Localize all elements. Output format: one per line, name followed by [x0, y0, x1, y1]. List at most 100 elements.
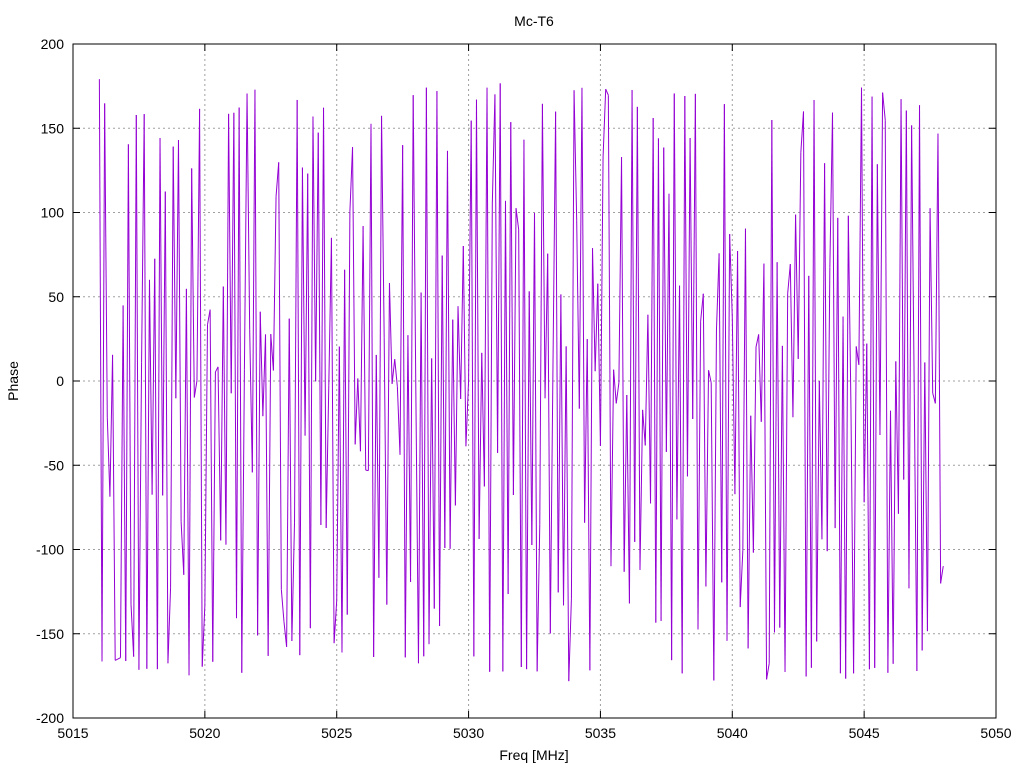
series-segment: [573, 90, 578, 221]
series-segment: [481, 352, 485, 487]
series-segment: [280, 589, 285, 622]
series-segment: [731, 317, 736, 495]
series-segment: [375, 354, 380, 578]
x-tick-label: 5030: [453, 725, 484, 741]
series-segment: [694, 93, 699, 630]
series-segment: [911, 125, 915, 394]
series-segment: [278, 162, 282, 590]
x-tick-label: 5025: [321, 725, 352, 741]
series-segment: [526, 291, 530, 670]
series-segment: [679, 285, 683, 674]
series-segment: [338, 346, 343, 653]
series-segment: [586, 339, 591, 671]
series-segment: [552, 111, 557, 367]
series-segment: [684, 96, 688, 477]
series-segment: [808, 275, 812, 668]
series-segment: [681, 96, 686, 674]
series-segment: [594, 283, 599, 372]
series-segment: [320, 107, 325, 526]
series-segment: [112, 354, 116, 661]
x-axis-label: Freq [MHz]: [499, 747, 568, 763]
series-segment: [636, 106, 641, 570]
series-segment: [742, 228, 746, 551]
series-segment: [336, 346, 340, 601]
series-segment: [233, 112, 237, 619]
y-tick-label: -100: [36, 542, 64, 558]
series-segment: [199, 108, 203, 667]
series-segment: [839, 316, 844, 674]
series-segment: [713, 330, 717, 681]
series-segment: [177, 139, 182, 522]
series-segment: [718, 253, 723, 583]
series-segment: [916, 105, 921, 671]
ticks-layer: 5015 5020 5025 5030 5035 5040 5045 5050 -200 -150…: [36, 36, 1012, 741]
series-segment: [771, 119, 775, 633]
series-segment: [383, 337, 388, 605]
series-segment: [330, 237, 335, 644]
series-segment: [652, 118, 657, 623]
series-segment: [294, 99, 298, 523]
series-segment: [568, 598, 572, 682]
series-segment: [895, 361, 899, 514]
series-segment: [296, 99, 301, 656]
series-segment: [642, 409, 646, 446]
series-segment: [167, 587, 172, 664]
x-tick-label: 5050: [980, 725, 1011, 741]
series-segment: [394, 359, 398, 387]
series-segment: [367, 123, 372, 471]
series-segment: [845, 215, 849, 679]
series-segment: [491, 94, 496, 204]
series-segment: [243, 93, 248, 370]
series-segment: [639, 409, 644, 570]
series-segment: [692, 93, 696, 420]
series-segment: [138, 362, 143, 670]
series-segment: [431, 358, 435, 609]
series-segment: [172, 146, 177, 399]
series-segment: [502, 200, 506, 672]
series-segment: [776, 262, 781, 628]
series-segment: [486, 87, 491, 672]
series-segment: [104, 103, 108, 418]
series-segment: [454, 306, 459, 506]
series-segment: [750, 415, 754, 553]
series-segment: [473, 99, 477, 657]
series-segment: [328, 237, 332, 386]
series-segment: [170, 146, 174, 588]
series-segment: [228, 113, 232, 394]
series-segment: [903, 110, 907, 480]
series-segment: [539, 103, 543, 525]
series-segment: [265, 334, 269, 656]
series-segment: [344, 269, 348, 615]
series-segment: [816, 381, 820, 642]
series-segment: [937, 133, 942, 584]
series-segment: [402, 145, 406, 658]
x-tick-label: 5015: [57, 725, 88, 741]
series-segment: [515, 208, 520, 230]
series-segment: [439, 255, 443, 626]
series-segment: [721, 104, 725, 583]
series-segment: [504, 200, 509, 594]
series-segment: [926, 208, 931, 632]
series-segment: [578, 87, 583, 409]
series-segment: [531, 212, 535, 546]
series-segment: [180, 521, 185, 575]
series-segment: [737, 251, 741, 608]
y-axis-label: Phase: [5, 361, 21, 401]
series-segment: [468, 120, 472, 382]
series-segment: [352, 147, 356, 445]
series-segment: [98, 79, 103, 662]
series-segment: [647, 314, 652, 504]
series-segment: [267, 334, 272, 656]
x-tick-label: 5045: [849, 725, 880, 741]
series-segment: [858, 87, 863, 365]
series-segment: [768, 119, 773, 664]
series-segment: [254, 89, 259, 636]
series-segment: [148, 279, 153, 495]
series-segment: [723, 104, 728, 641]
series-phase: [98, 79, 944, 682]
series-segment: [795, 214, 799, 359]
y-tick-label: 100: [41, 205, 65, 221]
series-segment: [739, 550, 744, 608]
series-segment: [251, 89, 256, 473]
